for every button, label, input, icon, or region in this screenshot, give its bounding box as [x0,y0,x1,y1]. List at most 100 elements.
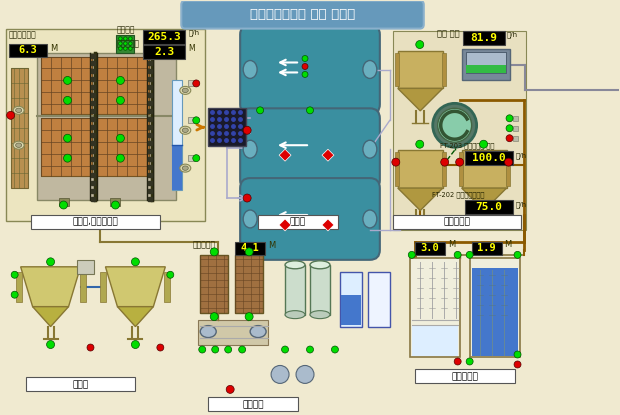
Circle shape [123,42,127,45]
Bar [258,215,338,229]
Bar [472,242,502,255]
Bar [464,151,513,165]
Bar [172,81,182,190]
Text: 영암하수처리장 전체 공정도: 영암하수처리장 전체 공정도 [250,8,355,21]
Circle shape [441,158,449,166]
Ellipse shape [180,164,191,172]
Circle shape [157,344,164,351]
Circle shape [302,63,308,69]
Circle shape [118,42,122,45]
Text: ㎥/h: ㎥/h [516,152,526,159]
Bar [188,117,194,123]
Ellipse shape [200,326,216,337]
Text: FT-202 반송슬러지유량: FT-202 반송슬러지유량 [432,191,484,198]
Text: 6.3: 6.3 [18,45,37,55]
Bar [188,155,194,161]
Bar [208,397,298,411]
Circle shape [193,80,200,87]
Ellipse shape [310,311,330,319]
Circle shape [117,76,125,84]
Bar [143,29,185,44]
Bar [393,215,521,229]
Ellipse shape [182,128,188,132]
Polygon shape [398,88,443,111]
Circle shape [64,96,71,104]
Bar [11,68,28,188]
Bar [395,152,399,186]
Text: M: M [448,240,455,249]
Bar [462,49,510,81]
Circle shape [480,140,487,148]
Ellipse shape [243,140,257,158]
Ellipse shape [243,61,257,78]
Circle shape [211,346,219,353]
Text: 1.9: 1.9 [477,243,496,254]
Bar [412,325,458,356]
Bar [398,51,443,88]
Circle shape [466,358,473,365]
Circle shape [210,248,218,256]
Text: FT-203 잉여슬러지 유량: FT-203 잉여슬러지 유량 [440,142,494,149]
Ellipse shape [16,143,22,147]
Text: 81.9: 81.9 [470,32,497,43]
Bar [25,377,135,391]
Text: 탈수설비: 탈수설비 [242,400,264,409]
Circle shape [118,37,122,40]
Ellipse shape [13,141,24,149]
Bar [198,320,268,344]
Circle shape [433,103,477,147]
Bar [58,198,69,206]
Polygon shape [279,219,291,231]
Circle shape [167,271,174,278]
Bar [285,265,305,315]
Polygon shape [322,219,334,231]
Circle shape [392,158,400,166]
Circle shape [199,346,206,353]
Text: 방류 유량: 방류 유량 [436,29,459,39]
Circle shape [306,107,314,114]
Bar [188,81,194,86]
Circle shape [131,258,140,266]
Circle shape [224,346,232,353]
Text: M: M [268,241,275,250]
Ellipse shape [363,61,377,78]
Bar [97,118,149,176]
Circle shape [514,351,521,358]
Bar [16,272,22,302]
Circle shape [257,107,264,114]
Bar [100,272,107,302]
Bar [6,29,205,221]
Circle shape [117,96,125,104]
Bar [505,152,510,186]
Bar [341,295,361,325]
Circle shape [11,271,18,278]
Circle shape [245,312,253,321]
Text: M: M [188,44,195,53]
Circle shape [112,201,120,209]
Bar [513,126,518,131]
Circle shape [131,341,140,349]
Bar [395,53,399,86]
Circle shape [226,386,234,393]
Bar [37,53,176,200]
Text: ㎥/h: ㎥/h [188,29,200,36]
Bar [463,31,505,44]
FancyBboxPatch shape [240,178,380,260]
Circle shape [456,158,464,166]
Bar [164,272,171,302]
Circle shape [117,134,125,142]
Ellipse shape [285,261,305,269]
Circle shape [117,154,125,162]
Bar [398,150,443,188]
Bar [513,116,518,121]
Bar [466,66,505,73]
Circle shape [210,312,218,321]
Circle shape [245,248,253,256]
Ellipse shape [243,210,257,228]
Text: 침사지,유입펌프장: 침사지,유입펌프장 [73,217,118,227]
Polygon shape [398,188,443,210]
Circle shape [7,111,15,119]
Text: 유입유량: 유입유량 [117,26,135,34]
Text: 265.3: 265.3 [148,32,181,42]
Text: 산화구: 산화구 [290,217,306,227]
